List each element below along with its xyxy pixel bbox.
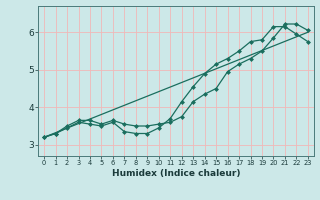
X-axis label: Humidex (Indice chaleur): Humidex (Indice chaleur) — [112, 169, 240, 178]
